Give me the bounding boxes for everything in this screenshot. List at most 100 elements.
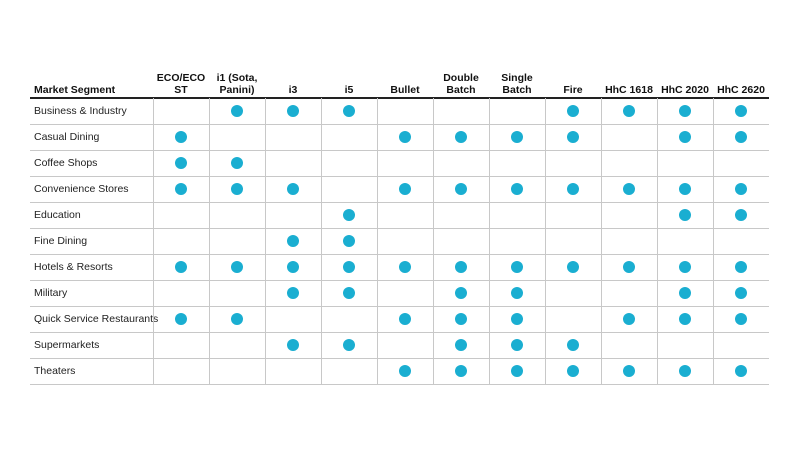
column-header: Double Batch (443, 72, 479, 96)
availability-dot (287, 235, 299, 247)
availability-dot (735, 183, 747, 195)
column-rule (321, 98, 322, 384)
availability-dot (567, 131, 579, 143)
row-rule (30, 332, 769, 333)
column-rule (601, 98, 602, 384)
availability-dot (679, 313, 691, 325)
availability-dot (511, 183, 523, 195)
row-label: Coffee Shops (34, 157, 98, 169)
column-header: Market Segment (34, 84, 116, 96)
availability-dot (455, 131, 467, 143)
availability-dot (679, 287, 691, 299)
availability-dot (175, 313, 187, 325)
column-header: HhC 2620 (717, 84, 765, 96)
row-rule (30, 124, 769, 125)
column-header: ECO/ECO ST (156, 72, 206, 96)
availability-dot (623, 261, 635, 273)
row-label: Military (34, 287, 68, 299)
row-label: Education (34, 209, 81, 221)
availability-dot (399, 365, 411, 377)
availability-dot (735, 209, 747, 221)
availability-dot (679, 131, 691, 143)
header-rule (30, 97, 769, 99)
availability-dot (567, 339, 579, 351)
availability-dot (679, 261, 691, 273)
row-label: Casual Dining (34, 131, 100, 143)
row-label: Theaters (34, 365, 76, 377)
row-rule (30, 280, 769, 281)
column-rule (657, 98, 658, 384)
column-rule (265, 98, 266, 384)
availability-dot (511, 287, 523, 299)
availability-dot (175, 261, 187, 273)
availability-dot (231, 105, 243, 117)
availability-dot (231, 157, 243, 169)
availability-dot (455, 339, 467, 351)
column-header: HhC 2020 (661, 84, 709, 96)
availability-dot (455, 261, 467, 273)
availability-dot (455, 183, 467, 195)
row-label: Convenience Stores (34, 183, 129, 195)
column-header: Fire (563, 84, 583, 96)
availability-dot (287, 183, 299, 195)
column-header: HhC 1618 (605, 84, 653, 96)
availability-dot (735, 287, 747, 299)
availability-dot (679, 209, 691, 221)
availability-dot (735, 365, 747, 377)
availability-dot (175, 157, 187, 169)
availability-dot (287, 339, 299, 351)
column-rule (713, 98, 714, 384)
column-header: i1 (Sota, Panini) (216, 72, 258, 96)
availability-dot (623, 183, 635, 195)
column-rule (209, 98, 210, 384)
availability-dot (511, 261, 523, 273)
column-header: i3 (288, 84, 298, 96)
column-rule (545, 98, 546, 384)
availability-dot (287, 105, 299, 117)
availability-dot (623, 365, 635, 377)
availability-dot (735, 105, 747, 117)
availability-dot (567, 183, 579, 195)
row-rule (30, 150, 769, 151)
availability-dot (343, 261, 355, 273)
availability-dot (343, 287, 355, 299)
column-header: Bullet (390, 84, 420, 96)
row-rule (30, 358, 769, 359)
availability-dot (735, 261, 747, 273)
row-label: Hotels & Resorts (34, 261, 113, 273)
row-label: Business & Industry (34, 105, 127, 117)
availability-dot (567, 105, 579, 117)
row-rule (30, 202, 769, 203)
availability-dot (231, 183, 243, 195)
row-rule (30, 228, 769, 229)
availability-dot (511, 313, 523, 325)
availability-dot (623, 313, 635, 325)
availability-dot (735, 313, 747, 325)
availability-dot (511, 131, 523, 143)
availability-dot (399, 313, 411, 325)
availability-dot (287, 287, 299, 299)
availability-dot (399, 131, 411, 143)
column-header: i5 (344, 84, 354, 96)
row-rule (30, 306, 769, 307)
availability-dot (399, 183, 411, 195)
availability-dot (511, 339, 523, 351)
availability-dot (455, 313, 467, 325)
availability-dot (455, 287, 467, 299)
availability-dot (623, 105, 635, 117)
row-rule (30, 176, 769, 177)
availability-dot (175, 183, 187, 195)
availability-dot (343, 339, 355, 351)
row-rule (30, 384, 769, 385)
availability-dot (399, 261, 411, 273)
availability-dot (567, 365, 579, 377)
availability-dot (231, 313, 243, 325)
availability-dot (343, 105, 355, 117)
row-label: Fine Dining (34, 235, 88, 247)
availability-dot (343, 209, 355, 221)
availability-dot (343, 235, 355, 247)
column-rule (433, 98, 434, 384)
availability-dot (567, 261, 579, 273)
row-label: Supermarkets (34, 339, 100, 351)
